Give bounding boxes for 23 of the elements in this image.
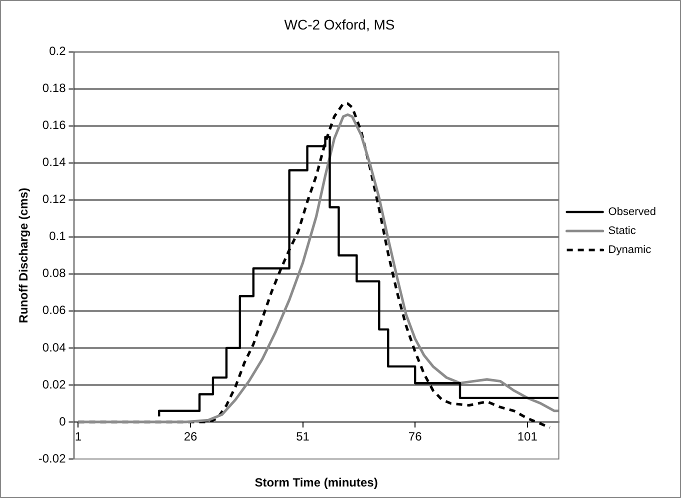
y-tick-label: 0.06 [42, 303, 66, 318]
y-tick-label: 0.18 [42, 81, 66, 96]
legend-label: Static [608, 225, 636, 238]
x-tick-label: 1 [74, 429, 82, 444]
y-tick-label: 0.12 [42, 192, 66, 206]
x-tick-label: 101 [517, 429, 538, 444]
legend-label: Dynamic [608, 244, 652, 256]
y-tick-label: -0.02 [38, 451, 66, 466]
y-tick-label: 0.2 [49, 44, 66, 58]
y-tick-label: 0.08 [42, 266, 66, 280]
y-tick-label: 0.1 [49, 229, 66, 244]
chart-title: WC-2 Oxford, MS [284, 16, 395, 32]
y-tick-label: 0.04 [42, 340, 66, 354]
y-tick-label: 0.14 [42, 155, 66, 170]
x-tick-label: 76 [408, 429, 422, 444]
y-axis-title: Runoff Discharge (cms) [16, 188, 31, 324]
legend-label: Observed [608, 206, 656, 218]
y-tick-label: 0.02 [42, 377, 66, 392]
y-tick-label: 0 [59, 414, 66, 428]
x-tick-label: 51 [296, 429, 310, 444]
y-tick-label: 0.16 [42, 118, 66, 132]
x-tick-label: 26 [184, 429, 198, 444]
x-axis-title: Storm Time (minutes) [254, 475, 378, 490]
